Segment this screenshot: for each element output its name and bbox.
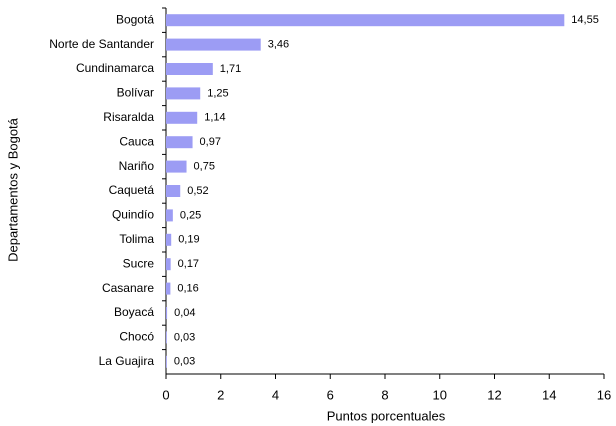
value-label: 0,25	[180, 209, 201, 221]
bar	[166, 160, 187, 173]
value-label: 0,03	[174, 331, 195, 343]
bar	[166, 111, 198, 124]
y-axis-label: Departamentos y Bogotá	[5, 117, 20, 262]
y-tick-label: Casanare	[102, 281, 154, 295]
x-tick-label: 4	[272, 387, 279, 402]
bar	[166, 14, 565, 27]
y-tick-label: Sucre	[123, 256, 155, 270]
value-label: 1,25	[207, 87, 228, 99]
bar	[166, 233, 172, 246]
value-label: 0,19	[178, 234, 199, 246]
value-label: 0,75	[194, 161, 215, 173]
bar	[166, 209, 173, 222]
x-tick-label: 8	[381, 387, 388, 402]
x-tick-label: 14	[542, 387, 556, 402]
value-label: 0,17	[178, 258, 199, 270]
y-tick-label: Cundinamarca	[76, 61, 154, 75]
x-tick-label: 6	[327, 387, 334, 402]
bar	[166, 307, 168, 319]
y-tick-label: La Guajira	[99, 354, 155, 368]
x-tick-label: 12	[487, 387, 501, 402]
x-axis-label: Puntos porcentuales	[327, 408, 446, 423]
y-tick-label: Norte de Santander	[49, 37, 154, 51]
y-tick-label: Boyacá	[114, 305, 154, 319]
bar	[166, 63, 213, 75]
y-tick-label: Bogotá	[116, 12, 154, 26]
bar	[166, 258, 171, 271]
bar	[166, 331, 167, 344]
y-tick-label: Caquetá	[109, 183, 155, 197]
value-label: 1,14	[204, 112, 225, 124]
bar	[166, 282, 171, 295]
bar	[166, 355, 167, 368]
bar	[166, 136, 193, 149]
value-label: 14,55	[571, 14, 599, 26]
x-tick-label: 2	[217, 387, 224, 402]
y-tick-label: Bolívar	[117, 86, 154, 100]
y-tick-label: Quindío	[112, 208, 154, 222]
value-label: 3,46	[268, 39, 289, 51]
y-tick-label: Tolima	[119, 232, 154, 246]
y-tick-label: Nariño	[119, 159, 155, 173]
value-label: 0,16	[177, 283, 198, 295]
x-tick-label: 10	[433, 387, 447, 402]
y-tick-label: Cauca	[119, 134, 154, 148]
value-label: 0,04	[174, 307, 195, 319]
x-tick-label: 16	[597, 387, 611, 402]
value-label: 0,03	[174, 356, 195, 368]
bar	[166, 185, 181, 197]
y-tick-label: Risaralda	[103, 110, 154, 124]
value-label: 1,71	[220, 63, 241, 75]
value-label: 0,52	[187, 185, 208, 197]
bar	[166, 38, 261, 51]
value-label: 0,97	[200, 136, 221, 148]
bar	[166, 87, 201, 100]
y-tick-label: Chocó	[119, 330, 154, 344]
x-tick-label: 0	[162, 387, 169, 402]
